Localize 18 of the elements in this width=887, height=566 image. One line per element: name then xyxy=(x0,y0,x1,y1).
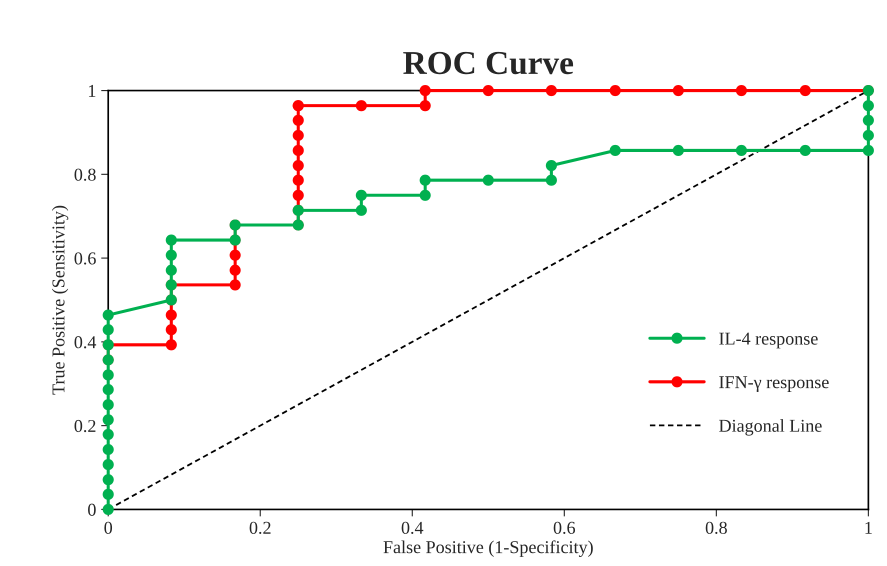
x-tick-label: 0 xyxy=(104,522,112,534)
legend-label: Diagonal Line xyxy=(719,419,822,436)
y-tick-label: 0.4 xyxy=(74,336,96,348)
x-tick-label: 1 xyxy=(865,522,872,534)
chart-title: ROC Curve xyxy=(403,52,574,74)
y-axis-title: True Positive (Sensitivity) xyxy=(52,206,68,395)
y-tick-label: 0 xyxy=(88,504,96,516)
x-tick-label: 0.4 xyxy=(402,522,424,534)
legend-label: IL-4 response xyxy=(719,332,818,348)
x-tick-label: 0.6 xyxy=(554,522,576,534)
x-tick-label: 0.8 xyxy=(706,522,727,534)
x-tick-label: 0.2 xyxy=(250,522,271,534)
y-tick-label: 0.2 xyxy=(74,420,96,432)
y-tick-label: 0.6 xyxy=(74,252,96,265)
x-axis-title: False Positive (1-Specificity) xyxy=(384,540,593,557)
legend-label: IFN-γ response xyxy=(719,376,829,392)
y-tick-label: 1 xyxy=(88,84,96,97)
y-tick-label: 0.8 xyxy=(74,168,96,181)
